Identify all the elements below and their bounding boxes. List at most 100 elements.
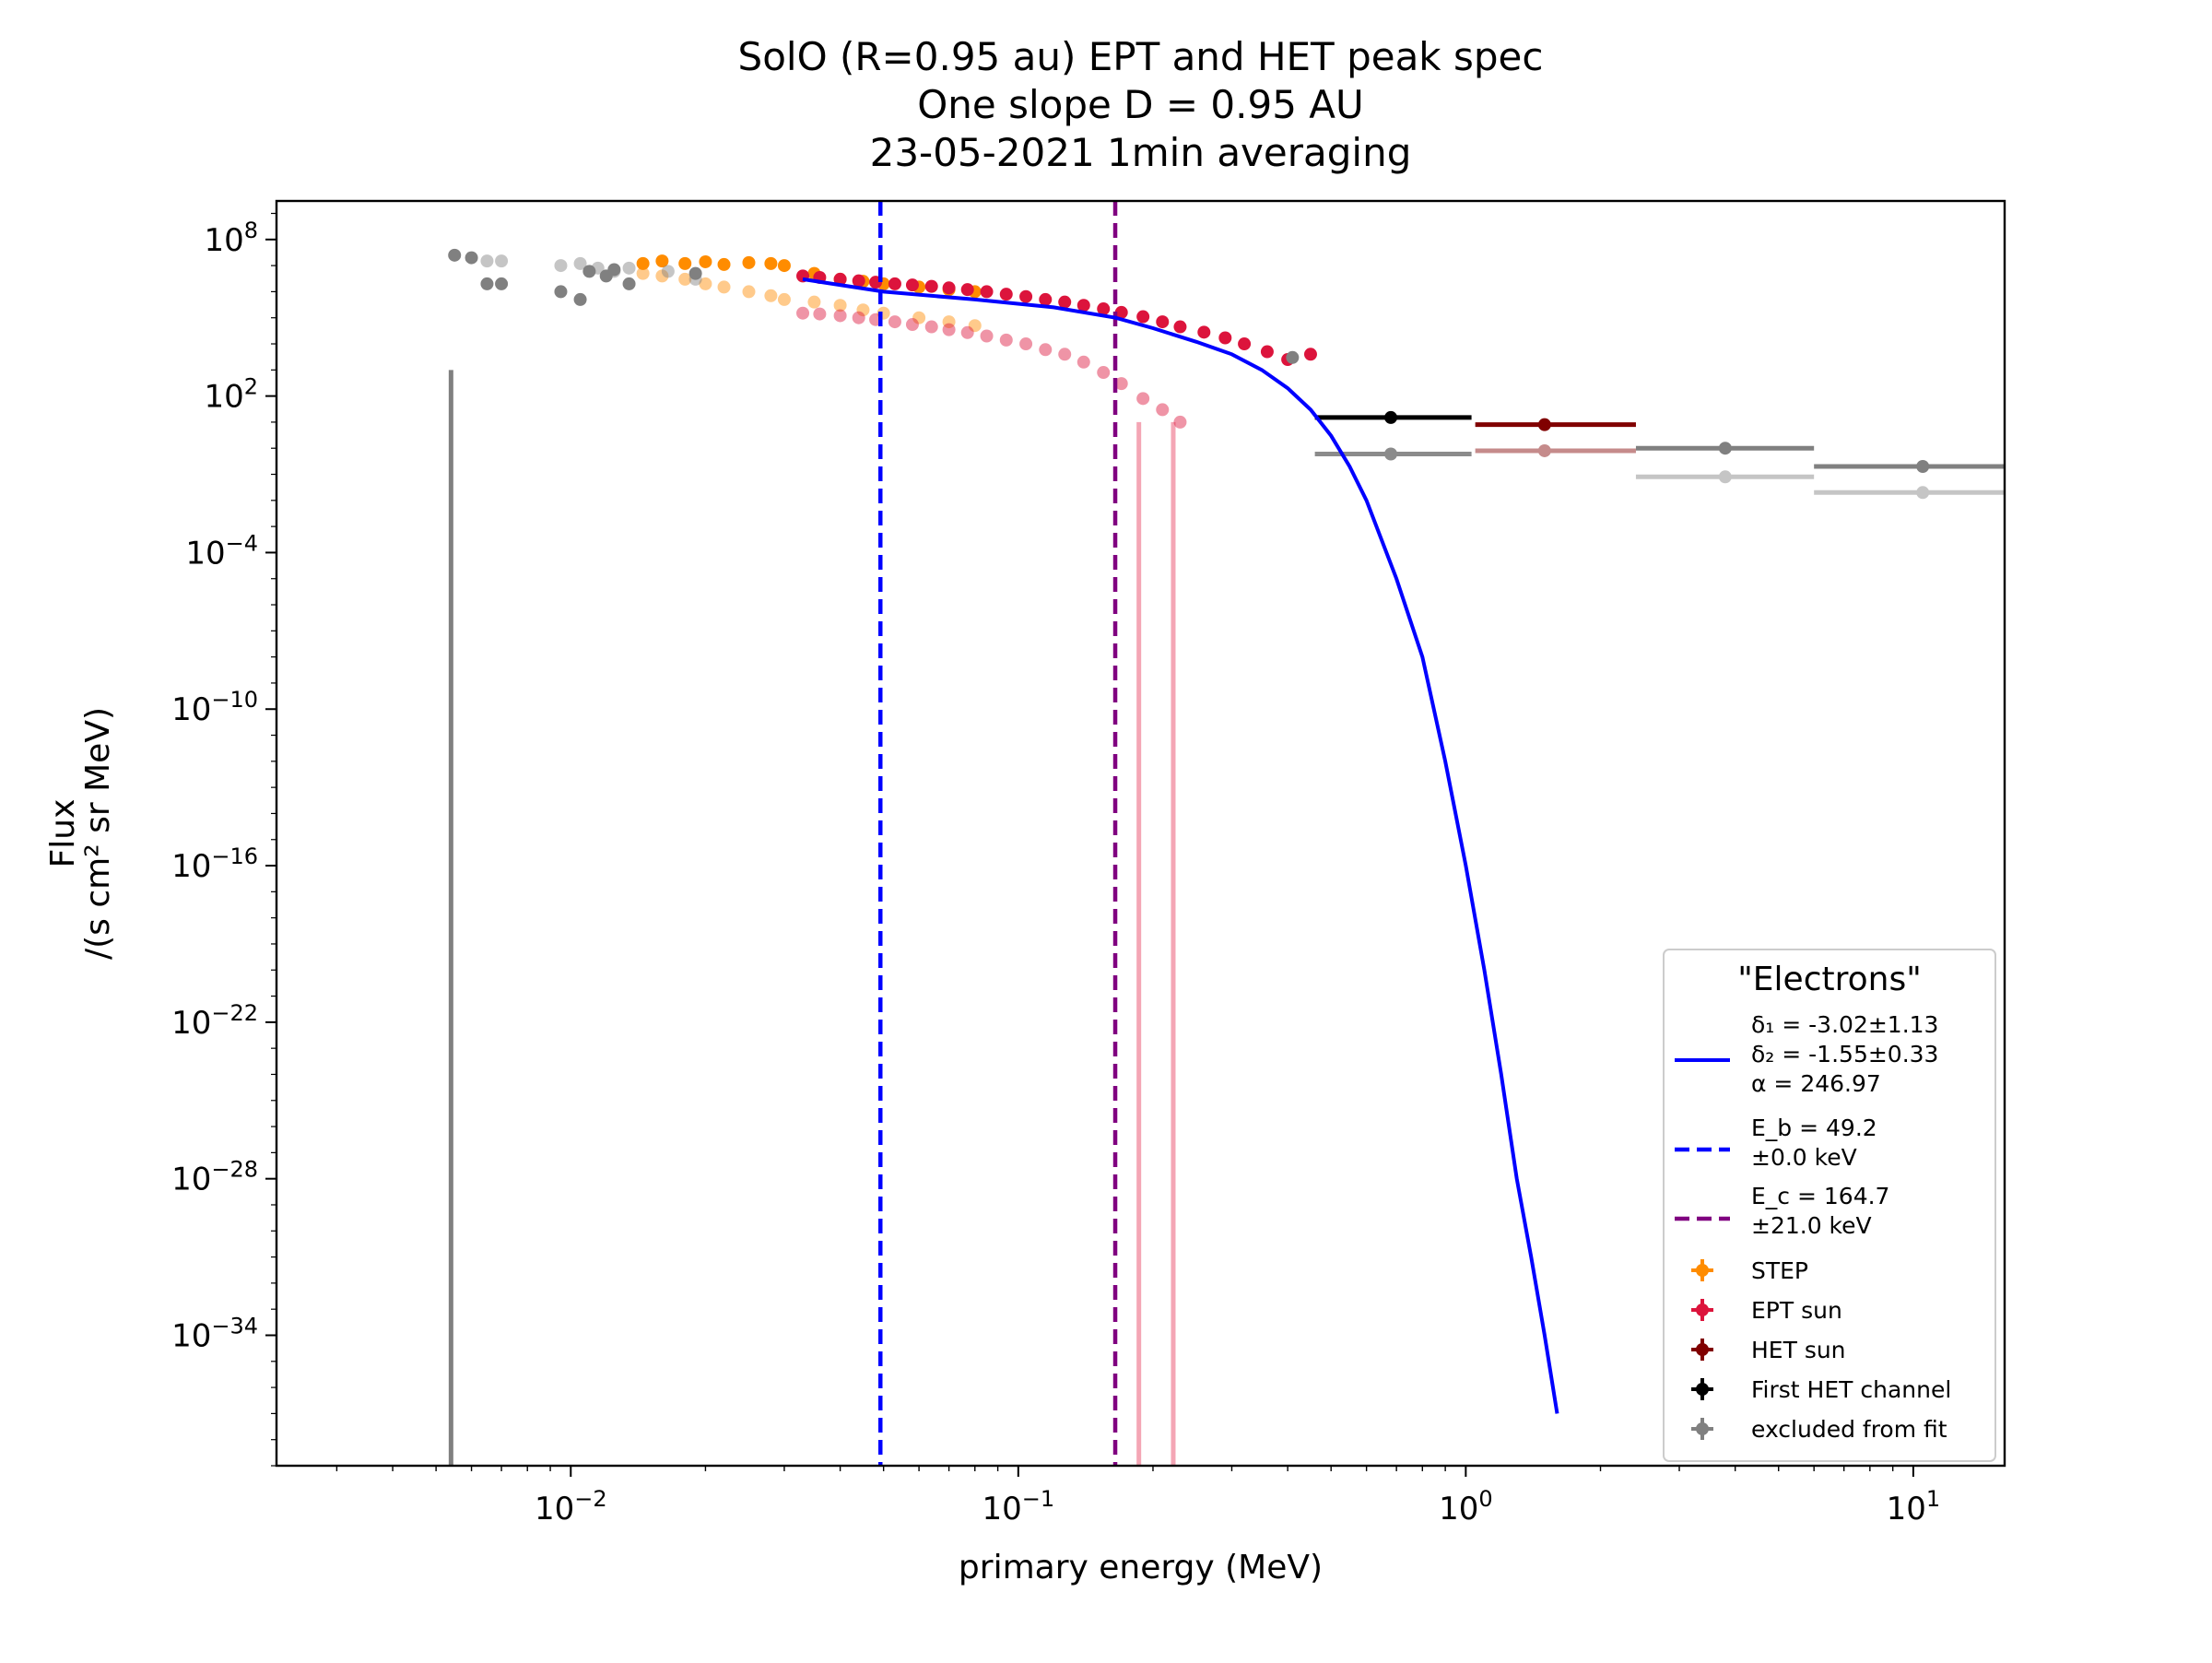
x-tick-label: 100: [1439, 1486, 1493, 1527]
data-point: [636, 266, 650, 280]
title-line-1: SolO (R=0.95 au) EPT and HET peak spec: [738, 34, 1544, 79]
title-line-3: 23-05-2021 1min averaging: [870, 130, 1412, 175]
plot-area: [448, 201, 2005, 1466]
data-point: [1039, 343, 1053, 357]
legend-eb-text: ±0.0 keV: [1751, 1144, 1857, 1171]
data-point: [833, 309, 847, 323]
legend-ec-text: ±21.0 keV: [1751, 1212, 1872, 1239]
series-excluded-from-fit: [448, 248, 2005, 474]
data-point: [856, 303, 870, 317]
data-point: [1114, 377, 1128, 391]
data-point: [1537, 418, 1551, 431]
data-point: [688, 272, 702, 286]
x-tick-label: 101: [1887, 1486, 1941, 1527]
data-point: [1260, 345, 1274, 359]
series-first-het-channel: [1314, 410, 1472, 424]
data-point: [1077, 299, 1090, 313]
data-point: [852, 311, 865, 324]
data-point: [980, 285, 994, 299]
data-point: [448, 248, 462, 262]
series-het-sun: [1475, 418, 1636, 431]
legend-ec-text: E_c = 164.7: [1751, 1183, 1889, 1209]
data-point: [1916, 486, 1930, 500]
y-tick-label: 102: [204, 374, 258, 416]
y-axis-label: Flux/(s cm² sr MeV): [44, 707, 117, 960]
data-point: [573, 292, 587, 306]
data-point: [678, 256, 692, 270]
data-point: [717, 280, 731, 294]
data-point: [655, 269, 669, 283]
data-point: [888, 315, 901, 329]
data-point: [764, 289, 778, 302]
data-point: [1019, 337, 1033, 351]
data-point: [699, 254, 712, 268]
data-point: [942, 281, 956, 295]
legend-title: "Electrons": [1737, 961, 1922, 998]
data-point: [960, 325, 974, 339]
data-point: [1077, 355, 1090, 369]
y-axis: 108 102 10−4 10−10 10−16 10−22 10−28 10−34: [171, 212, 276, 1467]
data-point: [999, 288, 1013, 301]
data-point: [912, 311, 926, 324]
plot-content: [448, 201, 2005, 1466]
data-point: [924, 320, 938, 334]
data-point: [1718, 470, 1732, 484]
data-point: [807, 295, 821, 309]
data-point: [1173, 320, 1187, 334]
data-point: [742, 255, 756, 269]
data-point: [777, 292, 791, 306]
data-point: [742, 285, 756, 299]
data-point: [480, 277, 494, 290]
data-point: [1156, 403, 1170, 417]
data-point: [1173, 415, 1187, 429]
data-point: [796, 306, 810, 320]
legend-label-het-sun: HET sun: [1751, 1337, 1846, 1363]
y-tick-label: 10−16: [171, 843, 258, 885]
y-axis-label-line-2: /(s cm² sr MeV): [79, 707, 117, 960]
legend-eb-text: E_b = 49.2: [1751, 1115, 1877, 1141]
legend-marker: [1696, 1422, 1709, 1435]
data-point: [1097, 302, 1111, 316]
legend-label-ept-sun: EPT sun: [1751, 1297, 1842, 1324]
legend-label-first-het-channel: First HET channel: [1751, 1376, 1951, 1403]
data-point: [495, 254, 509, 268]
data-point: [833, 272, 847, 286]
data-point: [1097, 366, 1111, 380]
x-axis-label: primary energy (MeV): [959, 1549, 1323, 1586]
data-point: [1238, 337, 1252, 351]
data-point: [661, 265, 675, 278]
series-excluded-from-fit-faint: [480, 254, 2005, 500]
series-ept-sun-faint: [796, 306, 1187, 429]
data-point: [1286, 350, 1300, 364]
y-tick-label: 10−10: [171, 687, 258, 728]
data-point: [554, 259, 568, 273]
data-point: [1156, 315, 1170, 329]
data-point: [622, 261, 636, 275]
data-point: [573, 256, 587, 270]
y-tick-label: 10−4: [185, 530, 258, 572]
data-point: [1039, 292, 1053, 306]
fit-curve: [802, 277, 1559, 1414]
y-tick-label: 10−22: [171, 1000, 258, 1042]
data-point: [688, 266, 702, 280]
data-point: [678, 272, 692, 286]
data-point: [999, 333, 1013, 347]
y-axis-label-line-1: Flux: [44, 799, 82, 868]
data-point: [852, 274, 865, 288]
series-ept-sun: [796, 269, 1317, 367]
data-point: [495, 277, 509, 290]
legend-label-excluded-from-fit: excluded from fit: [1751, 1416, 1947, 1443]
data-point: [1019, 289, 1033, 303]
title-line-2: One slope D = 0.95 AU: [917, 82, 1364, 127]
chart-title: SolO (R=0.95 au) EPT and HET peak specOn…: [738, 34, 1544, 175]
data-point: [833, 299, 847, 313]
data-point: [554, 285, 568, 299]
data-point: [777, 259, 791, 273]
legend-label-step: STEP: [1751, 1257, 1808, 1284]
data-point: [591, 261, 605, 275]
legend-marker: [1696, 1264, 1709, 1277]
legend-marker: [1696, 1303, 1709, 1316]
legend-fit-text: α = 246.97: [1751, 1070, 1881, 1097]
data-point: [480, 254, 494, 268]
